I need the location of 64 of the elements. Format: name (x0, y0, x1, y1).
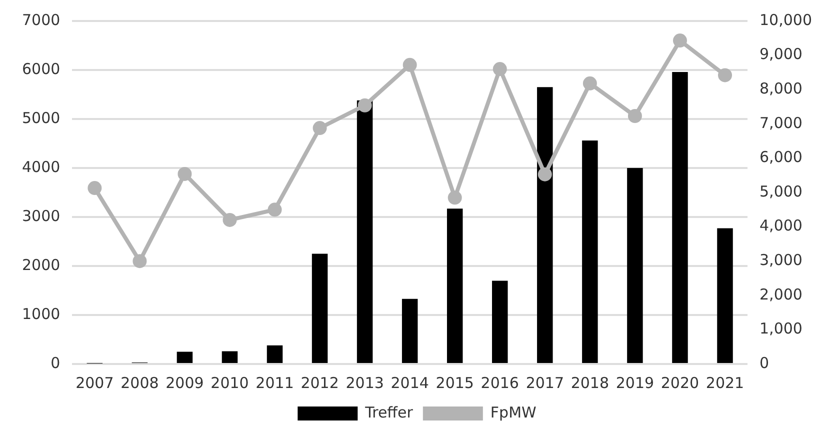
y2-tick-label: 4,000 (760, 216, 802, 235)
y2-tick-label: 8,000 (760, 79, 802, 98)
point (358, 98, 372, 112)
point (88, 181, 102, 196)
y-tick-label: 0 (50, 354, 60, 372)
y2-tick-label: 6,000 (760, 148, 802, 166)
bar (537, 87, 553, 363)
y2-tick-label: 2,000 (760, 285, 802, 304)
x-tick-label: 2008 (120, 374, 159, 392)
y-tick-label: 4000 (22, 158, 60, 176)
x-tick-label: 2018 (570, 374, 610, 392)
x-tick-label: 2019 (616, 374, 654, 392)
x-tick-label: 2013 (346, 374, 384, 392)
x-tick-label: 2009 (166, 374, 204, 392)
bar (446, 208, 463, 363)
point (312, 121, 327, 136)
point (402, 58, 417, 72)
point (132, 254, 147, 268)
y2-tick-label: 10,000 (760, 10, 812, 29)
y2-tick-label: 0 (760, 354, 770, 372)
bar (492, 280, 508, 363)
y-tick-label: 5000 (22, 108, 60, 127)
y-tick-label: 7000 (22, 10, 60, 29)
bar (312, 254, 328, 363)
y-tick-label: 3000 (22, 206, 60, 225)
x-tick-label: 2011 (256, 374, 294, 392)
y-tick-label: 2000 (22, 256, 60, 274)
y2-tick-label: 5,000 (760, 182, 802, 200)
bar (627, 168, 643, 363)
bar (222, 351, 238, 363)
bar (672, 72, 688, 363)
point (448, 190, 462, 205)
y2-tick-label: 9,000 (760, 45, 802, 64)
legend-label: FpMW (490, 403, 537, 422)
y2-tick-label: 3,000 (760, 250, 802, 269)
point (718, 68, 732, 82)
bar (266, 345, 283, 363)
x-tick-label: 2010 (210, 374, 249, 392)
bar (402, 298, 418, 363)
x-tick-label: 2021 (706, 374, 744, 392)
x-tick-label: 2017 (526, 374, 564, 392)
bar (717, 228, 733, 363)
x-tick-label: 2015 (436, 374, 474, 392)
x-tick-label: 2020 (660, 374, 700, 392)
x-tick-label: 2007 (76, 374, 114, 392)
y2-tick-label: 1,000 (760, 320, 802, 338)
bar (356, 100, 373, 363)
y2-tick-label: 7,000 (760, 114, 802, 132)
y-tick-label: 6000 (22, 60, 60, 78)
bar (176, 352, 193, 363)
point (268, 202, 282, 217)
x-tick-label: 2016 (480, 374, 519, 392)
point (178, 166, 192, 181)
x-tick-label: 2012 (300, 374, 339, 392)
point (538, 167, 552, 182)
point (672, 34, 687, 48)
y-tick-label: 1000 (22, 304, 60, 323)
bar (582, 140, 598, 363)
point (222, 212, 237, 227)
point (582, 76, 597, 90)
point (628, 109, 642, 124)
legend-label: Treffer (364, 403, 414, 422)
x-tick-label: 2014 (390, 374, 429, 392)
point (492, 62, 507, 76)
